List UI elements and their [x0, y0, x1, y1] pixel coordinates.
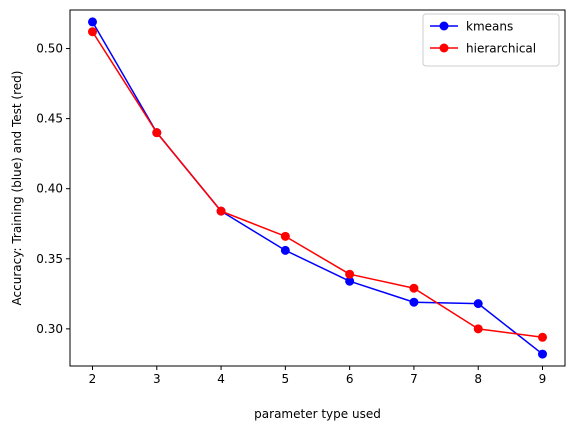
x-tick-label: 9 [539, 372, 547, 386]
x-axis: 2 3 4 5 6 7 8 9 [89, 366, 547, 386]
y-axis: 0.30 0.35 0.40 0.45 0.50 [36, 42, 70, 336]
data-point-hierarchical [345, 269, 355, 279]
legend-marker-kmeans [439, 21, 449, 31]
y-tick-label: 0.50 [36, 42, 63, 56]
y-tick-label: 0.30 [36, 322, 63, 336]
y-axis-label: Accuracy: Training (blue) and Test (red) [10, 71, 24, 306]
x-tick-label: 5 [282, 372, 290, 386]
legend-marker-hierarchical [439, 43, 449, 53]
data-point-kmeans [409, 297, 419, 307]
data-point-kmeans [538, 349, 547, 359]
data-point-hierarchical [538, 332, 547, 342]
legend-label-hierarchical: hierarchical [466, 42, 536, 56]
legend: kmeans hierarchical [422, 13, 560, 67]
data-point-kmeans [88, 17, 97, 27]
y-tick-label: 0.40 [36, 182, 63, 196]
x-tick-label: 4 [217, 372, 225, 386]
data-point-hierarchical [88, 27, 97, 37]
y-tick-label: 0.35 [36, 252, 63, 266]
y-tick-label: 0.45 [36, 112, 63, 126]
series-line-hierarchical [91, 31, 543, 339]
x-tick-label: 6 [346, 372, 354, 386]
plot-frame [69, 9, 566, 367]
data-point-hierarchical [409, 283, 419, 293]
data-point-kmeans [280, 245, 290, 255]
legend-label-kmeans: kmeans [466, 20, 513, 34]
x-tick-label: 3 [153, 372, 161, 386]
legend-box [422, 13, 560, 67]
series-layer [88, 17, 547, 359]
x-tick-label: 2 [89, 372, 97, 386]
x-axis-label: parameter type used [254, 407, 381, 421]
data-point-hierarchical [216, 206, 226, 216]
data-point-hierarchical [152, 128, 162, 138]
x-tick-label: 8 [474, 372, 482, 386]
data-point-hierarchical [280, 231, 290, 241]
x-tick-label: 7 [410, 372, 418, 386]
data-point-kmeans [473, 299, 483, 309]
data-point-kmeans [345, 276, 355, 286]
data-point-hierarchical [473, 324, 483, 334]
